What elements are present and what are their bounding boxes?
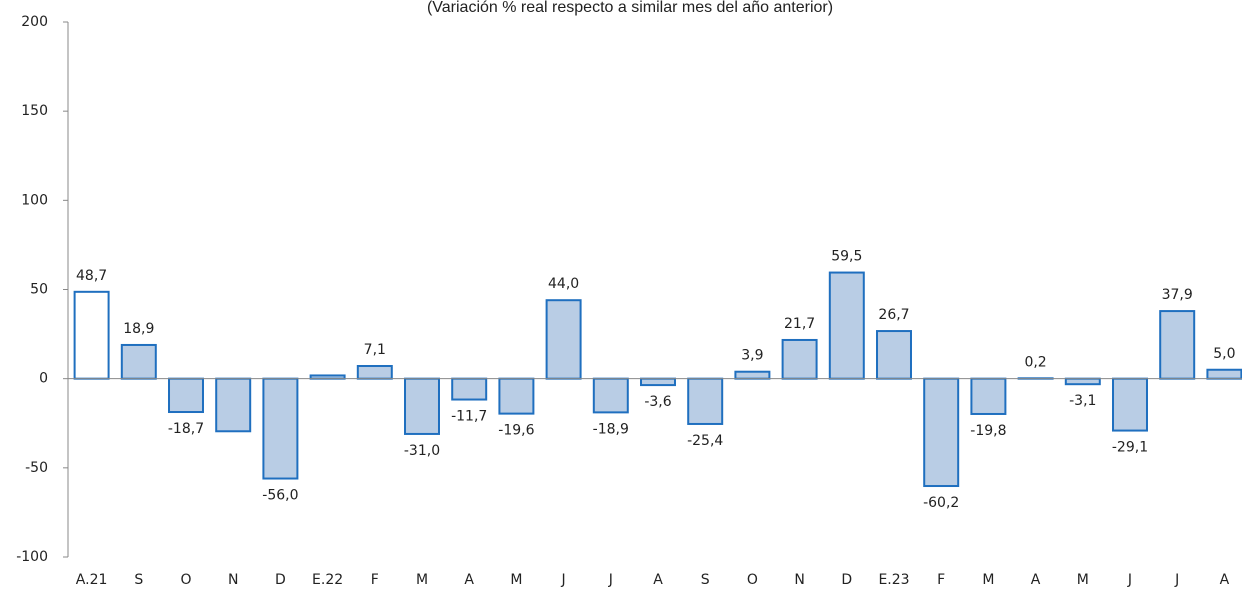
x-tick-label: O	[747, 572, 758, 588]
bar	[1206, 368, 1242, 380]
value-label: -18,7	[168, 421, 204, 437]
bar	[498, 377, 535, 415]
x-tick-label: A	[653, 572, 663, 588]
bar	[215, 377, 252, 433]
x-tick-label: N	[794, 572, 804, 588]
bar	[923, 377, 960, 488]
bar	[1159, 310, 1196, 380]
bar	[120, 343, 157, 380]
y-tick-label: 100	[21, 192, 48, 208]
value-label: 26,7	[878, 307, 909, 323]
bar	[876, 330, 912, 380]
x-tick-label: N	[228, 572, 238, 588]
value-label: 18,9	[123, 321, 154, 337]
bar	[404, 377, 440, 435]
value-label: 44,0	[548, 276, 579, 292]
x-tick-label: A	[464, 572, 474, 588]
value-label: 37,9	[1162, 287, 1193, 303]
x-tick-label: S	[701, 572, 710, 588]
value-label: -19,6	[498, 423, 534, 439]
x-tick-label: S	[134, 572, 143, 588]
value-label: -3,6	[644, 394, 671, 410]
value-label: -3,1	[1069, 393, 1096, 409]
value-label: -25,4	[687, 433, 723, 449]
bar	[592, 377, 629, 414]
value-label: -31,0	[404, 443, 440, 459]
y-tick-label: 50	[30, 282, 48, 298]
bar	[687, 377, 724, 425]
x-tick-label: M	[416, 572, 428, 588]
bar	[970, 377, 1007, 415]
bar	[262, 377, 299, 480]
x-tick-label: M	[982, 572, 994, 588]
value-label: 3,9	[741, 348, 763, 364]
bar	[781, 338, 818, 380]
value-label: -18,9	[593, 421, 629, 437]
bar	[1112, 377, 1148, 432]
bar	[545, 299, 582, 380]
x-tick-label: M	[1077, 572, 1089, 588]
x-tick-label: J	[561, 572, 566, 588]
x-tick-label: M	[510, 572, 522, 588]
bar	[1064, 377, 1101, 386]
x-tick-label: D	[841, 572, 852, 588]
x-tick-label: A	[1220, 572, 1230, 588]
x-tick-label: A.21	[76, 572, 108, 588]
x-tick-label: E.22	[312, 572, 343, 588]
value-label: 7,1	[364, 342, 386, 358]
bar	[73, 290, 110, 380]
x-tick-label: J	[1174, 572, 1179, 588]
value-label: 0,2	[1024, 354, 1046, 370]
bar	[451, 377, 488, 401]
x-tick-label: E.23	[878, 572, 909, 588]
value-label: -19,8	[970, 423, 1006, 439]
value-label: -56,0	[262, 488, 298, 504]
bar	[828, 271, 865, 380]
y-tick-label: -50	[25, 460, 48, 476]
value-label: 48,7	[76, 268, 107, 284]
x-tick-label: F	[371, 572, 379, 588]
y-tick-label: -100	[16, 549, 48, 565]
x-tick-label: F	[937, 572, 945, 588]
bar	[168, 377, 204, 414]
value-label: -29,1	[1112, 440, 1148, 456]
bar	[734, 370, 771, 380]
value-label: 5,0	[1213, 346, 1235, 362]
x-tick-label: D	[275, 572, 286, 588]
y-tick-label: 0	[39, 371, 48, 387]
x-tick-label: J	[608, 572, 613, 588]
bar	[356, 365, 393, 380]
value-label: 59,5	[831, 249, 862, 265]
x-tick-label: O	[180, 572, 191, 588]
bar	[640, 377, 676, 387]
value-label: -11,7	[451, 409, 487, 425]
value-label: -60,2	[923, 495, 959, 511]
x-tick-label: J	[1127, 572, 1132, 588]
value-label: 21,7	[784, 316, 815, 332]
y-tick-label: 150	[21, 103, 48, 119]
x-tick-label: A	[1031, 572, 1041, 588]
y-tick-label: 200	[21, 14, 48, 30]
chart-subtitle: (Variación % real respecto a similar mes…	[427, 0, 833, 16]
